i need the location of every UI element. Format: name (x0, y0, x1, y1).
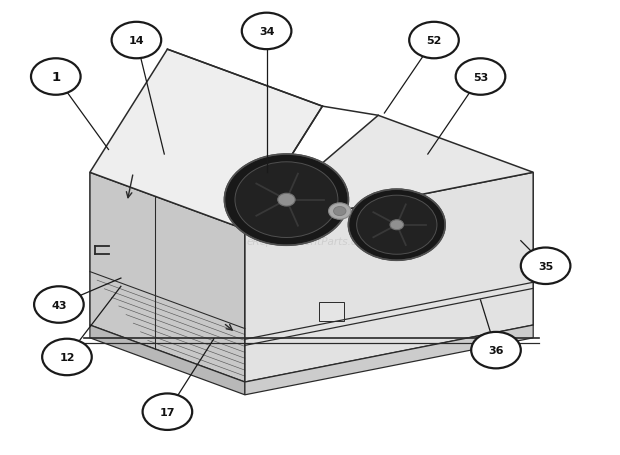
Circle shape (34, 287, 84, 323)
Text: 12: 12 (59, 352, 74, 362)
Text: 34: 34 (259, 27, 275, 37)
Circle shape (42, 339, 92, 375)
Circle shape (242, 14, 291, 50)
Circle shape (143, 394, 192, 430)
Polygon shape (319, 303, 343, 321)
Circle shape (456, 59, 505, 96)
Text: 35: 35 (538, 261, 553, 271)
Text: 36: 36 (489, 345, 503, 355)
Text: 53: 53 (473, 72, 488, 82)
Circle shape (31, 59, 81, 96)
Polygon shape (90, 325, 245, 395)
Circle shape (521, 248, 570, 284)
Polygon shape (245, 173, 533, 382)
Circle shape (356, 196, 437, 255)
Text: 43: 43 (51, 300, 67, 310)
Polygon shape (90, 50, 322, 230)
Circle shape (278, 194, 295, 207)
Circle shape (390, 220, 404, 230)
Circle shape (329, 203, 351, 220)
Text: 17: 17 (160, 407, 175, 417)
Polygon shape (245, 116, 533, 230)
Text: 52: 52 (427, 36, 441, 46)
Circle shape (334, 207, 346, 216)
Circle shape (112, 23, 161, 59)
Polygon shape (90, 173, 245, 382)
Text: 14: 14 (128, 36, 144, 46)
Circle shape (235, 162, 338, 238)
Circle shape (348, 190, 445, 261)
Circle shape (471, 332, 521, 369)
Text: eReplacementParts.com: eReplacementParts.com (246, 236, 374, 246)
Polygon shape (245, 325, 533, 395)
Circle shape (409, 23, 459, 59)
Circle shape (224, 155, 348, 246)
Text: 1: 1 (51, 71, 60, 84)
